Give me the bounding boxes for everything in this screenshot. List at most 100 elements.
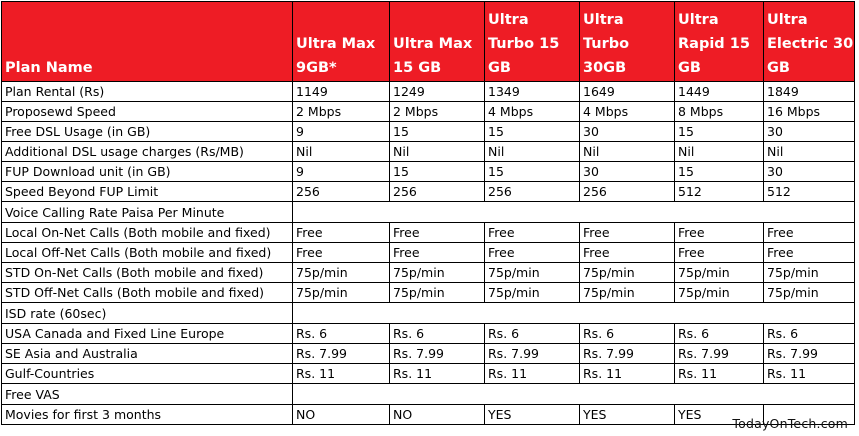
table-cell: 256: [579, 181, 675, 202]
table-cell: 8 Mbps: [674, 101, 764, 122]
table-cell: 30: [763, 161, 855, 182]
table-cell: Rs. 7.99: [292, 343, 390, 364]
table-cell: 1349: [484, 81, 580, 102]
table-cell: Nil: [674, 141, 764, 162]
table-cell: 15: [389, 161, 485, 182]
plan-header-ultra-electric-30gb: Ultra Electric 30 GB: [763, 1, 855, 82]
table-cell: 1649: [579, 81, 675, 102]
table-row: STD On-Net Calls (Both mobile and fixed)…: [1, 262, 855, 283]
plan-header-line: Ultra: [767, 12, 808, 28]
table-row: USA Canada and Fixed Line Europe Rs. 6 Rs.…: [1, 323, 855, 344]
table-cell: Free: [579, 242, 675, 263]
table-cell: Rs. 11: [484, 363, 580, 384]
table-cell: 1149: [292, 81, 390, 102]
table-cell: YES: [484, 404, 580, 425]
table-cell: Rs. 6: [484, 323, 580, 344]
table-cell: Rs. 7.99: [389, 343, 485, 364]
section-spacer: [292, 302, 855, 324]
table-row: Proposewd Speed 2 Mbps 2 Mbps 4 Mbps 4 Mbps 8…: [1, 101, 855, 122]
table-cell: 512: [674, 181, 764, 202]
table-cell: 9: [292, 161, 390, 182]
table-cell: Nil: [292, 141, 390, 162]
plan-header-line: 30GB: [583, 60, 627, 76]
table-row: Movies for first 3 months NO NO YES YES YES: [1, 404, 855, 425]
header-row: Plan Name Ultra Max 9GB* Ultra Max 15 GB…: [1, 1, 855, 82]
table-cell: Rs. 6: [674, 323, 764, 344]
table-cell: 512: [763, 181, 855, 202]
row-label: Local On-Net Calls (Both mobile and fixe…: [1, 222, 293, 243]
table-cell: 75p/min: [484, 262, 580, 283]
plan-header-line: Electric 30: [767, 36, 854, 52]
plan-header-line: Ultra Max: [296, 36, 376, 52]
table-cell: Rs. 11: [389, 363, 485, 384]
table-cell: Rs. 6: [292, 323, 390, 344]
row-label: SE Asia and Australia: [1, 343, 293, 364]
table-cell: Free: [484, 222, 580, 243]
table-cell: Rs. 11: [292, 363, 390, 384]
table-cell: 75p/min: [763, 282, 855, 303]
table-cell: Free: [579, 222, 675, 243]
row-label: Gulf-Countries: [1, 363, 293, 384]
table-row: Gulf-Countries Rs. 11 Rs. 11 Rs. 11 Rs. 11 Rs…: [1, 363, 855, 384]
table-cell: 256: [292, 181, 390, 202]
table-cell: 15: [674, 121, 764, 142]
plan-header-line: GB: [488, 60, 511, 76]
section-spacer: [292, 201, 855, 223]
table-cell: Free: [292, 222, 390, 243]
plan-header-line: Turbo 15: [488, 36, 560, 52]
plan-header-line: Rapid 15: [678, 36, 750, 52]
table-cell: NO: [389, 404, 485, 425]
table-cell: Free: [389, 242, 485, 263]
table-cell: 4 Mbps: [579, 101, 675, 122]
row-label: Plan Rental (Rs): [1, 81, 293, 102]
table-cell: 75p/min: [763, 262, 855, 283]
table-cell: 2 Mbps: [292, 101, 390, 122]
table-cell: Free: [763, 222, 855, 243]
table-cell: 15: [389, 121, 485, 142]
row-label: STD On-Net Calls (Both mobile and fixed): [1, 262, 293, 283]
table-cell: Nil: [389, 141, 485, 162]
table-cell: Free: [389, 222, 485, 243]
section-label: ISD rate (60sec): [1, 302, 293, 324]
table-cell: 75p/min: [674, 282, 764, 303]
table-cell: Free: [674, 222, 764, 243]
table-cell: Rs. 7.99: [674, 343, 764, 364]
row-label: Local Off-Net Calls (Both mobile and fix…: [1, 242, 293, 263]
table-cell: Rs. 7.99: [763, 343, 855, 364]
table-cell: 75p/min: [389, 262, 485, 283]
table-cell: 15: [484, 121, 580, 142]
table-cell: 9: [292, 121, 390, 142]
table-cell: 75p/min: [389, 282, 485, 303]
table-row: SE Asia and Australia Rs. 7.99 Rs. 7.99 Rs.…: [1, 343, 855, 364]
table-row: Additional DSL usage charges (Rs/MB) Nil N…: [1, 141, 855, 162]
section-label: Free VAS: [1, 383, 293, 405]
table-cell: Rs. 7.99: [579, 343, 675, 364]
table-row: FUP Download unit (in GB) 9 15 15 30 15 30: [1, 161, 855, 182]
row-label: Speed Beyond FUP Limit: [1, 181, 293, 202]
row-label: FUP Download unit (in GB): [1, 161, 293, 182]
table-row: Plan Rental (Rs) 1149 1249 1349 1649 1449 1849: [1, 81, 855, 102]
row-label: STD Off-Net Calls (Both mobile and fixed…: [1, 282, 293, 303]
plan-header-line: Ultra: [488, 12, 529, 28]
table-cell: Free: [763, 242, 855, 263]
table-row: Local On-Net Calls (Both mobile and fixe…: [1, 222, 855, 243]
plan-header-line: Ultra Max: [393, 36, 473, 52]
section-label: Voice Calling Rate Paisa Per Minute: [1, 201, 293, 223]
row-label: Movies for first 3 months: [1, 404, 293, 425]
table-cell: 15: [484, 161, 580, 182]
plan-header-line: GB: [767, 60, 790, 76]
table-cell: 1849: [763, 81, 855, 102]
row-label: Free DSL Usage (in GB): [1, 121, 293, 142]
table-cell: Nil: [484, 141, 580, 162]
section-row: Voice Calling Rate Paisa Per Minute: [1, 201, 855, 223]
table-row: Free DSL Usage (in GB) 9 15 15 30 15 30: [1, 121, 855, 142]
plan-header-ultra-turbo-15gb: Ultra Turbo 15 GB: [484, 1, 580, 82]
table-row: STD Off-Net Calls (Both mobile and fixed…: [1, 282, 855, 303]
section-row: Free VAS: [1, 383, 855, 405]
table-cell: 75p/min: [674, 262, 764, 283]
table-cell: [763, 404, 855, 425]
plan-header-line: Ultra: [678, 12, 719, 28]
table-cell: 256: [389, 181, 485, 202]
table-cell: YES: [674, 404, 764, 425]
table-cell: 2 Mbps: [389, 101, 485, 122]
